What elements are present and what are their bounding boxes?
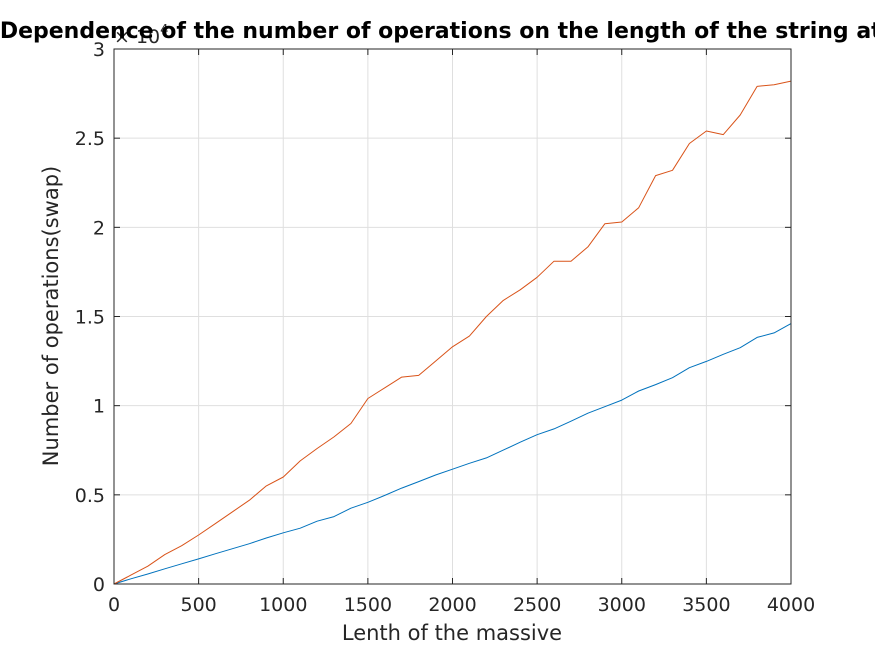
x-tick-label: 1500: [344, 594, 392, 616]
x-tick-label: 3500: [682, 594, 730, 616]
y-tick-label: 2: [93, 217, 105, 239]
series-line-2: [113, 80, 792, 585]
x-tick-label: 4000: [767, 594, 815, 616]
y-exponent-label: × 104: [114, 23, 168, 48]
x-tick-labels: 0 500 1000 1500 2000 2500 3000 3500 4000: [108, 594, 815, 616]
y-tick-label: 0.5: [75, 485, 105, 507]
x-axis-label: Lenth of the massive: [342, 621, 562, 645]
y-exponent-base: × 10: [114, 26, 160, 48]
y-tick-label: 1: [93, 396, 105, 418]
chart-title: Dependence of the number of operations o…: [0, 19, 875, 44]
x-tick-label: 3000: [598, 594, 646, 616]
y-tick-labels: 0 0.5 1 1.5 2 2.5 3: [75, 39, 105, 596]
y-tick-label: 2.5: [75, 128, 105, 150]
tick-marks: [113, 48, 792, 585]
y-tick-label: 3: [93, 39, 105, 61]
series-line-1: [113, 323, 792, 585]
y-exponent-power: 4: [160, 23, 168, 38]
series-group: [113, 80, 792, 585]
x-tick-label: 1000: [259, 594, 307, 616]
y-axis-label: Number of operations(swap): [39, 166, 63, 466]
y-tick-label: 0: [93, 574, 105, 596]
x-tick-label: 500: [180, 594, 216, 616]
x-tick-label: 2500: [513, 594, 561, 616]
y-tick-label: 1.5: [75, 307, 105, 329]
x-tick-label: 0: [108, 594, 120, 616]
x-tick-label: 2000: [428, 594, 476, 616]
